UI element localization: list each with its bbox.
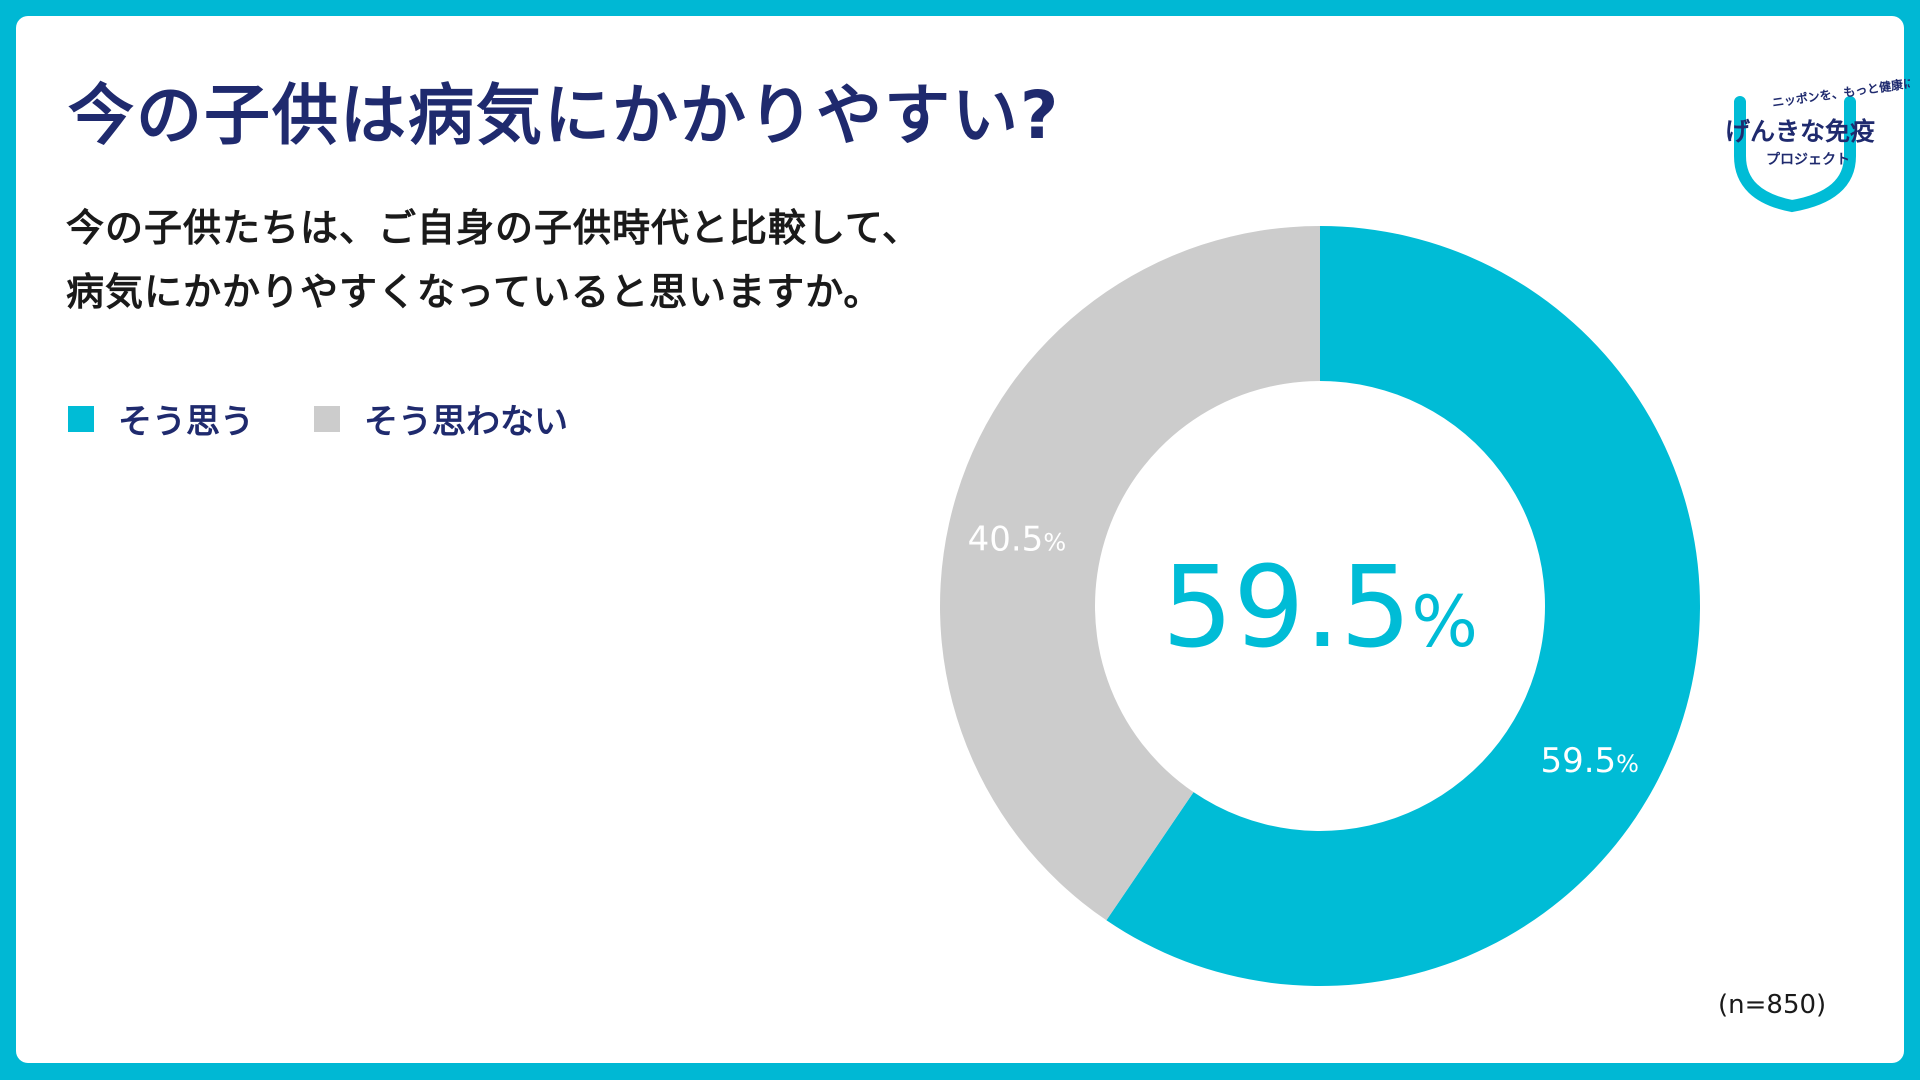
slice-label-agree: 59.5% (1540, 741, 1639, 781)
question-line-2: 病気にかかりやすくなっていると思いますか。 (66, 270, 883, 314)
legend-swatch-agree (68, 405, 94, 432)
survey-question: 今の子供たちは、ご自身の子供時代と比較して、 病気にかかりやすくなっていると思い… (66, 196, 921, 324)
legend: そう思う そう思わない (68, 394, 628, 443)
project-logo: ニッポンを、もっと健康に。 げんきな免疫 プロジェクト (1725, 73, 1910, 213)
logo-shield-icon (1734, 96, 1856, 213)
donut-slice-agree (1106, 226, 1700, 986)
logo-name: げんきな免疫 (1725, 117, 1875, 146)
donut-slice-disagree (940, 226, 1320, 921)
legend-item-disagree: そう思わない (314, 394, 568, 443)
question-line-1: 今の子供たちは、ご自身の子供時代と比較して、 (66, 206, 921, 250)
legend-label-disagree: そう思わない (364, 402, 568, 442)
legend-item-agree: そう思う (68, 394, 254, 443)
slice-label-disagree: 40.5% (968, 520, 1067, 560)
sample-size-note: (n=850) (1718, 990, 1827, 1020)
logo-sub: プロジェクト (1766, 152, 1850, 168)
center-percentage: 59.5% (1162, 543, 1478, 673)
donut-chart: 59.5% 40.5% 59.5% (940, 226, 1700, 986)
logo-tagline: ニッポンを、もっと健康に。 (1771, 73, 1910, 110)
legend-label-agree: そう思う (118, 402, 254, 442)
legend-swatch-disagree (314, 405, 340, 432)
page-title: 今の子供は病気にかかりやすい? (68, 77, 1061, 154)
